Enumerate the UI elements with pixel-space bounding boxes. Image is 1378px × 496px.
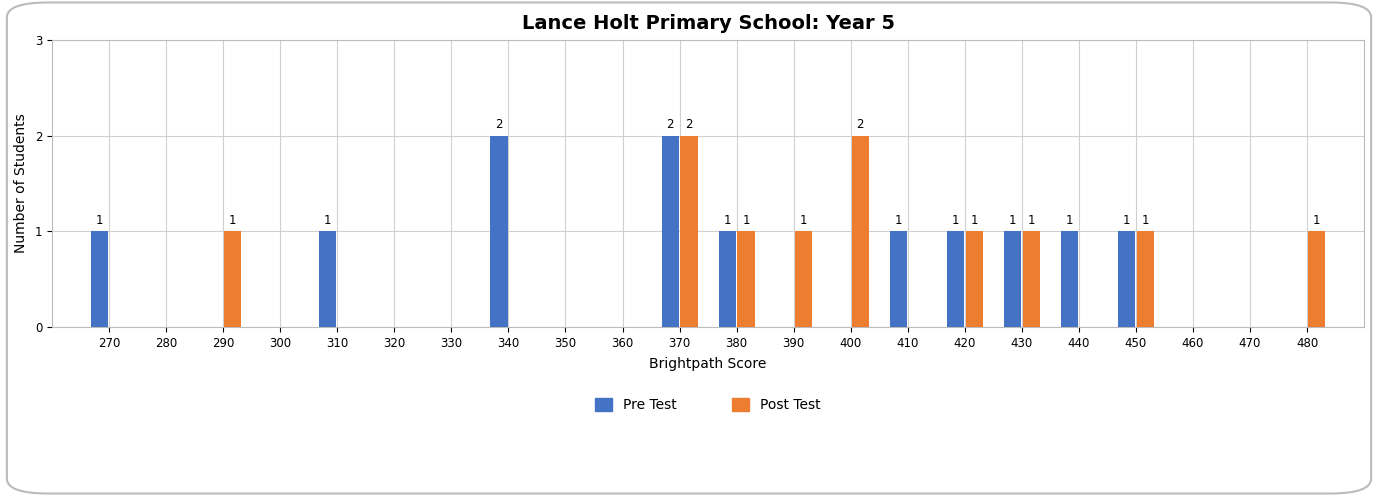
- Bar: [966, 232, 983, 327]
- Legend: Pre Test, Post Test: Pre Test, Post Test: [595, 398, 821, 412]
- Bar: [1308, 232, 1326, 327]
- Text: 1: 1: [96, 214, 103, 227]
- Text: 1: 1: [229, 214, 237, 227]
- Bar: [1118, 232, 1135, 327]
- Bar: [661, 136, 679, 327]
- Bar: [947, 232, 965, 327]
- Bar: [225, 232, 241, 327]
- Text: 1: 1: [894, 214, 903, 227]
- Bar: [1003, 232, 1021, 327]
- Y-axis label: Number of Students: Number of Students: [14, 114, 28, 253]
- Bar: [1022, 232, 1040, 327]
- Bar: [1061, 232, 1078, 327]
- Text: 1: 1: [1123, 214, 1130, 227]
- Text: 1: 1: [743, 214, 750, 227]
- X-axis label: Brightpath Score: Brightpath Score: [649, 357, 766, 371]
- Bar: [890, 232, 907, 327]
- Text: 1: 1: [799, 214, 806, 227]
- Text: 1: 1: [723, 214, 730, 227]
- Text: 1: 1: [1028, 214, 1035, 227]
- Text: 1: 1: [1141, 214, 1149, 227]
- Text: 2: 2: [856, 118, 864, 131]
- Bar: [91, 232, 109, 327]
- Bar: [320, 232, 336, 327]
- Text: 1: 1: [970, 214, 978, 227]
- Text: 1: 1: [1065, 214, 1073, 227]
- Bar: [1137, 232, 1153, 327]
- Text: 1: 1: [1009, 214, 1016, 227]
- Text: 1: 1: [324, 214, 332, 227]
- Text: 1: 1: [952, 214, 959, 227]
- Bar: [795, 232, 812, 327]
- Bar: [737, 232, 755, 327]
- Title: Lance Holt Primary School: Year 5: Lance Holt Primary School: Year 5: [522, 14, 894, 33]
- Text: 2: 2: [685, 118, 693, 131]
- Bar: [852, 136, 868, 327]
- Bar: [719, 232, 736, 327]
- Text: 2: 2: [495, 118, 503, 131]
- Text: 2: 2: [667, 118, 674, 131]
- Text: 1: 1: [1313, 214, 1320, 227]
- Bar: [491, 136, 507, 327]
- Bar: [681, 136, 697, 327]
